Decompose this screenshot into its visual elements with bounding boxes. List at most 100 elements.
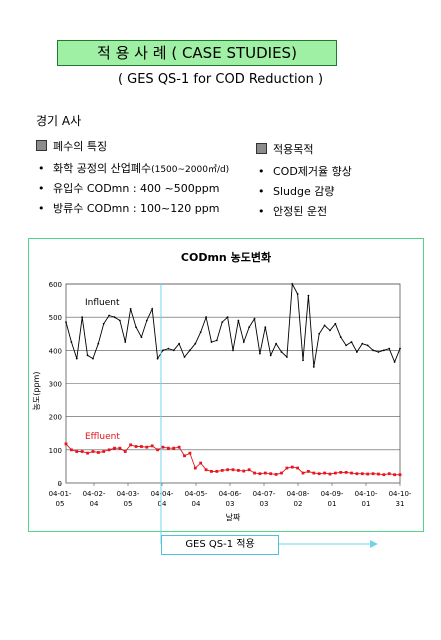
influent-point	[178, 342, 181, 345]
y-tick-label: 100	[49, 447, 62, 455]
square-bullet-icon	[36, 140, 47, 151]
influent-point	[172, 349, 175, 352]
wastewater-item: 방류수 CODmn : 100~120 ppm	[38, 200, 219, 216]
effluent-point	[150, 444, 154, 448]
effluent-point	[113, 446, 116, 450]
influent-annotation: Influent	[85, 298, 120, 308]
effluent-point	[236, 468, 240, 472]
influent-point	[81, 316, 84, 319]
x-tick-label: 01	[362, 500, 371, 508]
effluent-point	[253, 471, 256, 475]
wastewater-item-text: 방류수 CODmn : 100~120 ppm	[53, 202, 220, 215]
effluent-point	[371, 472, 375, 476]
purpose-item: 안정된 운전	[258, 203, 327, 219]
page-subtitle: ( GES QS-1 for COD Reduction )	[117, 72, 324, 87]
influent-point	[92, 357, 94, 360]
effluent-point	[69, 448, 73, 452]
effluent-point	[258, 472, 262, 476]
chart-frame: CODmn 농도변화 0100200300400500600 04-01-050…	[28, 238, 424, 532]
effluent-point	[134, 445, 138, 448]
x-tick-label: 04-10-	[389, 490, 412, 498]
effluent-point	[177, 445, 181, 449]
y-tick-label: 500	[49, 314, 62, 322]
effluent-annotation: Effluent	[85, 432, 120, 442]
effluent-point	[393, 473, 397, 477]
x-tick-label: 04-09-	[321, 490, 344, 498]
x-tick-label: 04-02-	[83, 490, 106, 498]
effluent-point	[355, 472, 359, 476]
effluent-point	[80, 450, 84, 453]
effluent-point	[231, 468, 235, 472]
effluent-point	[210, 469, 213, 473]
influent-point	[253, 317, 256, 320]
effluent-point	[307, 469, 310, 473]
influent-point	[237, 319, 240, 322]
effluent-point	[199, 461, 203, 465]
x-axis-label: 날짜	[226, 512, 241, 522]
x-tick-label: 31	[396, 500, 405, 508]
effluent-point	[247, 468, 251, 472]
influent-point	[221, 321, 224, 324]
influent-point	[86, 354, 89, 357]
purpose-item: Sludge 감량	[258, 183, 334, 199]
effluent-point	[166, 446, 170, 450]
effluent-point	[145, 445, 149, 449]
influent-point	[361, 342, 364, 345]
influent-point	[377, 351, 380, 353]
influent-point	[65, 321, 67, 324]
influent-point	[393, 361, 396, 363]
y-axis-label: 농도(ppm)	[32, 372, 41, 411]
influent-point	[113, 316, 116, 319]
purpose-item-text: Sludge 감량	[273, 185, 335, 198]
x-tick-label: 01	[328, 500, 337, 508]
influent-point	[382, 349, 385, 352]
effluent-point	[312, 471, 316, 475]
purpose-item-text: COD제거율 향상	[273, 165, 352, 178]
wastewater-item-note: (1500~2000㎥/d)	[151, 165, 230, 175]
wastewater-heading: 폐수의 특징	[36, 138, 107, 154]
effluent-point	[263, 471, 267, 475]
effluent-point	[285, 466, 289, 470]
influent-point	[291, 283, 294, 285]
effluent-point	[91, 450, 95, 453]
influent-point	[323, 324, 326, 327]
influent-point	[339, 336, 342, 338]
influent-point	[151, 307, 154, 310]
effluent-point	[344, 470, 348, 474]
wastewater-item-text: 화학 공정의 산업폐수	[53, 162, 152, 175]
x-tick-label: 04-07-	[253, 490, 276, 498]
effluent-point	[296, 466, 300, 470]
effluent-point	[215, 469, 219, 473]
event-label: GES QS-1 적용	[161, 535, 279, 555]
x-tick-label: 04-06-	[219, 490, 242, 498]
effluent-point	[107, 448, 111, 452]
influent-point	[296, 293, 299, 295]
influent-point	[356, 351, 358, 353]
influent-point	[312, 366, 315, 368]
purpose-item-text: 안정된 운전	[273, 205, 328, 218]
company-name: 경기 A사	[36, 114, 82, 128]
effluent-point	[274, 472, 278, 476]
influent-point	[124, 341, 127, 343]
influent-point	[156, 357, 159, 360]
x-tick-label: 04-03-	[117, 490, 140, 498]
effluent-point	[280, 471, 283, 475]
influent-point	[242, 341, 245, 343]
x-tick-label: 04	[192, 500, 201, 508]
influent-point	[232, 349, 234, 352]
influent-point	[189, 349, 191, 352]
influent-point	[334, 322, 337, 325]
effluent-point	[226, 468, 230, 472]
influent-point	[145, 319, 148, 322]
y-tick-label: 400	[49, 347, 62, 355]
influent-point	[199, 331, 202, 333]
influent-point	[264, 326, 267, 329]
influent-point	[194, 342, 197, 345]
wastewater-item: 화학 공정의 산업폐수(1500~2000㎥/d)	[38, 160, 229, 176]
effluent-point	[156, 448, 159, 452]
series-line-influent	[65, 282, 401, 367]
wastewater-item: 유입수 CODmn : 400 ~500ppm	[38, 180, 219, 196]
influent-point	[226, 316, 229, 319]
effluent-point	[193, 466, 197, 470]
x-tick-label: 04-05-	[185, 490, 208, 498]
